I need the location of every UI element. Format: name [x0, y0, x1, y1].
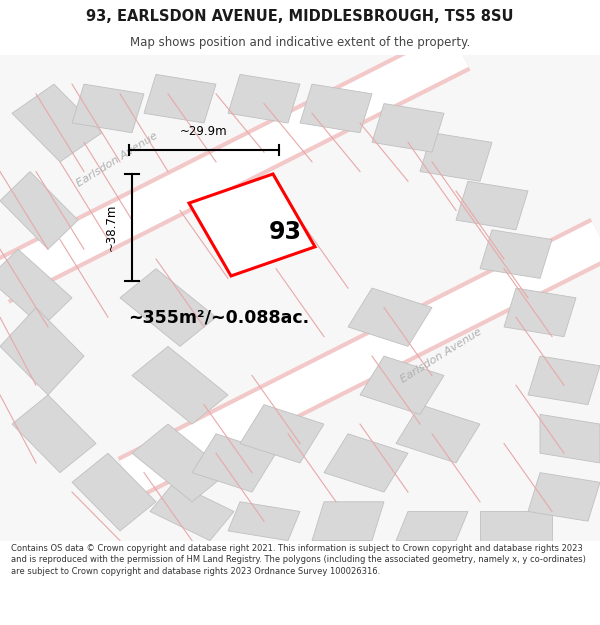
- Polygon shape: [396, 404, 480, 463]
- Polygon shape: [12, 84, 102, 162]
- Polygon shape: [132, 346, 228, 424]
- Text: ~29.9m: ~29.9m: [180, 124, 228, 138]
- Polygon shape: [300, 84, 372, 132]
- Text: Earlsdon Avenue: Earlsdon Avenue: [74, 131, 160, 189]
- Polygon shape: [72, 84, 144, 132]
- Polygon shape: [312, 502, 384, 541]
- Polygon shape: [240, 404, 324, 463]
- Polygon shape: [456, 181, 528, 230]
- Text: Earlsdon Avenue: Earlsdon Avenue: [398, 327, 484, 385]
- Polygon shape: [528, 472, 600, 521]
- Text: 93: 93: [269, 220, 302, 244]
- Polygon shape: [120, 269, 216, 346]
- Polygon shape: [372, 104, 444, 152]
- Polygon shape: [324, 434, 408, 492]
- Text: 93, EARLSDON AVENUE, MIDDLESBROUGH, TS5 8SU: 93, EARLSDON AVENUE, MIDDLESBROUGH, TS5 …: [86, 9, 514, 24]
- Polygon shape: [192, 434, 276, 492]
- Polygon shape: [504, 288, 576, 337]
- Polygon shape: [150, 482, 234, 541]
- Text: Contains OS data © Crown copyright and database right 2021. This information is : Contains OS data © Crown copyright and d…: [11, 544, 586, 576]
- Polygon shape: [480, 511, 552, 541]
- Polygon shape: [348, 288, 432, 346]
- Polygon shape: [228, 502, 300, 541]
- Text: ~355m²/~0.088ac.: ~355m²/~0.088ac.: [128, 308, 310, 326]
- Polygon shape: [420, 132, 492, 181]
- Polygon shape: [540, 414, 600, 463]
- Polygon shape: [396, 511, 468, 541]
- Polygon shape: [528, 356, 600, 404]
- Polygon shape: [480, 230, 552, 278]
- Polygon shape: [360, 356, 444, 414]
- Polygon shape: [72, 453, 156, 531]
- Polygon shape: [0, 171, 78, 249]
- Polygon shape: [0, 249, 72, 327]
- Polygon shape: [144, 74, 216, 123]
- Polygon shape: [228, 74, 300, 123]
- Polygon shape: [0, 308, 84, 395]
- Polygon shape: [132, 424, 228, 502]
- Text: Map shows position and indicative extent of the property.: Map shows position and indicative extent…: [130, 36, 470, 49]
- Polygon shape: [189, 174, 315, 276]
- Polygon shape: [12, 395, 96, 472]
- Text: ~38.7m: ~38.7m: [104, 204, 118, 251]
